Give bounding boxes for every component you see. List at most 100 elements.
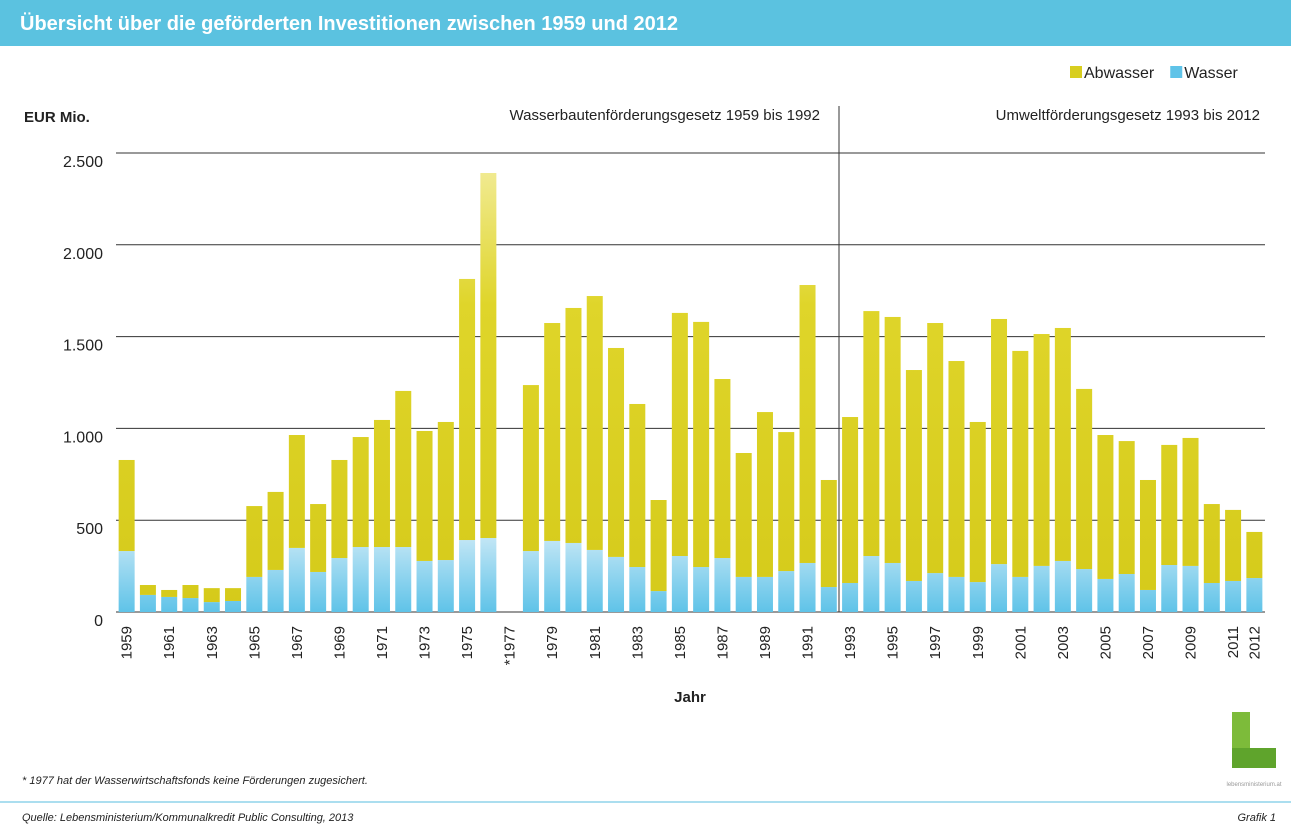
bar-segment (799, 285, 816, 563)
bar-segment (161, 596, 178, 612)
bar-segment (863, 311, 880, 557)
x-tick-label: 1973 (417, 626, 434, 659)
bar-segment (693, 567, 710, 612)
legend-swatch (1070, 66, 1082, 78)
y-axis-label: EUR Mio. (24, 109, 90, 126)
figure-label: Grafik 1 (1237, 812, 1276, 824)
bar-segment (884, 562, 901, 612)
bar-segment (1118, 441, 1135, 574)
bar-segment (1246, 578, 1263, 612)
y-tick-label: 500 (76, 521, 103, 538)
bar-segment (1225, 509, 1242, 581)
x-tick-label: 1983 (629, 626, 646, 659)
bar-segment (459, 278, 476, 541)
x-tick-label: 1993 (842, 626, 859, 659)
bar-segment (1161, 444, 1178, 565)
x-tick-label: 1989 (757, 626, 774, 659)
bar-segment (671, 312, 688, 557)
bar-segment (586, 549, 603, 612)
bar-segment (544, 540, 561, 612)
x-tick-label: 1991 (800, 626, 817, 659)
bar-segment (1139, 589, 1156, 612)
bar-segment (905, 370, 922, 581)
source: Quelle: Lebensministerium/Kommunalkredit… (22, 812, 354, 824)
bar-segment (139, 585, 156, 595)
legend-label: Abwasser (1084, 65, 1155, 82)
logo: lebensministerium.at (1226, 712, 1282, 788)
bar-segment (735, 453, 752, 577)
x-tick-label: 2005 (1097, 626, 1114, 659)
bar-segment (352, 437, 369, 548)
bar-segment (288, 435, 305, 548)
bar-segment (267, 569, 284, 612)
bar-segment (480, 538, 497, 612)
x-tick-label: 1961 (161, 626, 178, 659)
bar-segment (820, 587, 837, 612)
x-tick-label: 1997 (927, 626, 944, 659)
bar-segment (948, 576, 965, 612)
legend-swatch (1170, 66, 1183, 78)
bar-segment (1054, 327, 1071, 561)
bar-segment (118, 551, 135, 612)
bar-segment (714, 379, 731, 559)
bar-segment (650, 591, 667, 612)
logo-shape (1232, 748, 1276, 768)
bar-segment (225, 588, 242, 601)
x-tick-label: 1965 (246, 626, 263, 659)
logo-text: lebensministerium.at (1226, 782, 1281, 788)
bar-segment (1225, 580, 1242, 612)
x-tick-label: 1987 (714, 626, 731, 659)
bar-segment (991, 318, 1008, 565)
bar-segment (735, 576, 752, 612)
header-bar (0, 0, 1291, 46)
bar-segment (267, 491, 284, 570)
bar-segment (927, 323, 944, 574)
bar-segment (608, 347, 625, 557)
bar-segment (246, 576, 263, 612)
bar-segment (352, 547, 369, 612)
bar-segment (522, 551, 539, 612)
bar-segment (842, 582, 859, 612)
x-tick-label: 1995 (885, 626, 902, 659)
bar-segment (756, 412, 773, 577)
bar-segment (629, 567, 646, 612)
bar-segment (693, 321, 710, 568)
bar-segment (799, 562, 816, 612)
bar-segment (395, 547, 412, 612)
x-axis-label: Jahr (674, 689, 706, 706)
bar-segment (331, 558, 348, 612)
bar-segment (246, 506, 263, 577)
x-tick-label: 1971 (374, 626, 391, 659)
bar-segment (522, 385, 539, 552)
annotation: Umweltförderungsgesetz 1993 bis 2012 (996, 107, 1260, 124)
bar-segment (1182, 565, 1199, 612)
bar-segment (118, 459, 135, 552)
x-tick-label: 1969 (331, 626, 348, 659)
bar-segment (1012, 350, 1029, 577)
title: Übersicht über die geförderten Investiti… (20, 12, 678, 35)
bar-segment (395, 390, 412, 548)
bar-segment (608, 556, 625, 612)
y-tick-label: 1.500 (63, 338, 103, 355)
bar-segment (480, 173, 497, 539)
bar-segment (969, 421, 986, 583)
bar-segment (1203, 504, 1220, 583)
x-tick-label: 1985 (672, 626, 689, 659)
bar-segment (139, 594, 156, 612)
x-tick-label: 1963 (204, 626, 221, 659)
bar-segment (373, 547, 390, 612)
bar-segment (586, 296, 603, 550)
bar-segment (1033, 565, 1050, 612)
bar-segment (756, 576, 773, 612)
bar-segment (927, 573, 944, 612)
bar-segment (182, 585, 199, 599)
x-tick-label: 1981 (587, 626, 604, 659)
bar-segment (416, 560, 433, 612)
bar-segment (1161, 564, 1178, 612)
bar-segment (991, 564, 1008, 612)
bar-segment (416, 430, 433, 561)
bar-segment (905, 580, 922, 612)
bar-segment (565, 307, 582, 543)
bar-segment (948, 361, 965, 577)
